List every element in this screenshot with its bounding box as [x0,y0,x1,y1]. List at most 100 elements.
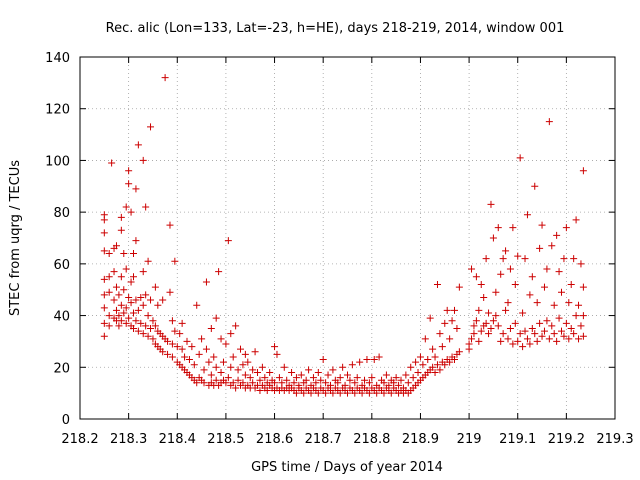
data-point [224,237,232,245]
data-point [125,293,133,301]
data-point [465,340,473,348]
data-point [227,330,235,338]
data-point [307,389,315,397]
data-point [436,366,444,374]
y-tick-label: 40 [53,310,70,325]
data-point [105,288,113,296]
data-point [565,335,573,343]
data-point [577,260,585,268]
y-axis-ticks: 0 20 40 60 80 100 120 140 [45,51,615,428]
data-point [322,389,330,397]
data-point [132,296,140,304]
data-point [100,291,108,299]
data-point [147,123,155,131]
data-point [494,224,502,232]
data-point [222,340,230,348]
data-point [509,340,517,348]
data-point [305,366,313,374]
data-point [234,366,242,374]
data-point [205,358,213,366]
data-point [132,237,140,245]
data-point [421,335,429,343]
data-point [142,291,150,299]
data-point [451,306,458,314]
data-point [387,389,395,397]
data-point [222,379,230,387]
data-point [329,366,337,374]
data-point [344,371,351,379]
y-tick-label: 140 [45,51,70,66]
data-point [263,387,271,395]
x-tick-label: 218.2 [61,432,98,447]
data-point [142,322,150,330]
data-point [351,379,359,387]
data-point [147,325,155,332]
data-point [115,291,123,299]
data-point [159,296,167,304]
data-point [429,345,437,353]
data-point [280,363,288,371]
x-tick-label: 218.6 [256,432,293,447]
data-point [273,350,281,358]
data-point [173,343,181,351]
data-point [579,332,587,340]
data-point [453,325,461,332]
data-point [555,314,563,322]
data-point [363,356,371,364]
data-point [137,293,145,301]
grid-lines [80,57,615,419]
data-point [526,291,534,299]
y-tick-label: 80 [53,206,70,221]
data-point [271,343,279,351]
data-point [149,335,157,343]
data-point [533,337,541,345]
data-point [555,268,563,276]
data-point [100,275,108,283]
data-point [492,312,500,320]
data-point [161,74,169,82]
data-point [567,325,575,332]
data-point [144,312,152,320]
data-point [120,286,128,294]
data-point [519,309,527,317]
data-point [499,330,507,338]
data-point [485,309,493,317]
data-point [514,252,522,260]
data-point [545,335,553,343]
data-point [300,389,308,397]
data-point [446,335,454,343]
data-point [193,379,201,387]
data-point [229,353,237,361]
data-point [127,278,135,286]
data-point [455,348,463,356]
data-point [251,348,259,356]
data-point [579,312,587,320]
data-point [239,379,247,387]
data-point [523,211,531,219]
data-point [492,288,500,296]
x-axis-ticks: 218.2 218.3 218.4 218.5 218.6 218.7 218.8 218.9… [61,57,634,447]
data-point [375,353,383,361]
data-point [312,379,320,387]
data-point [395,381,403,389]
y-tick-label: 60 [53,258,70,273]
x-axis-label: GPS time / Days of year 2014 [251,460,443,475]
data-point [266,368,274,376]
data-point [567,281,575,289]
data-point [110,268,118,276]
data-point [125,180,133,188]
data-point [543,265,551,273]
data-point [117,273,125,281]
data-point [472,317,480,325]
data-point [429,363,437,371]
data-point [144,257,152,265]
data-point [344,389,351,397]
data-point [380,389,388,397]
y-tick-label: 0 [62,413,70,428]
data-point [533,299,541,307]
data-point [200,366,208,374]
data-point [112,283,120,291]
data-point [477,281,485,289]
data-point [241,350,249,358]
data-point [472,273,480,281]
